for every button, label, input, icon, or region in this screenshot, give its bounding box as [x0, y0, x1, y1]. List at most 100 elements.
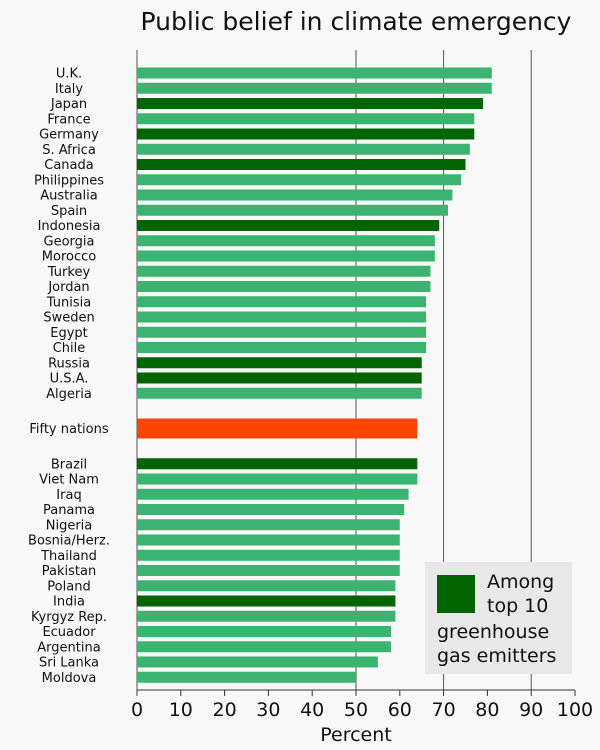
category-label: Jordan	[47, 280, 89, 295]
bar	[137, 534, 400, 546]
category-label: Nigeria	[46, 518, 93, 533]
x-tick-label: 10	[169, 699, 193, 721]
category-label: S. Africa	[42, 143, 96, 158]
category-label: U.K.	[56, 67, 82, 82]
category-label: Poland	[47, 579, 90, 594]
bar	[137, 656, 378, 668]
category-label: Canada	[44, 158, 93, 173]
bar	[137, 671, 356, 683]
bar	[137, 504, 405, 515]
category-label: Tunisia	[46, 295, 91, 310]
bar	[137, 519, 400, 531]
bar	[137, 610, 396, 622]
bar	[137, 458, 418, 470]
category-label: Japan	[50, 97, 87, 112]
x-tick-label: 100	[557, 699, 593, 721]
category-label: Panama	[43, 503, 95, 518]
bar	[137, 174, 462, 186]
bar	[137, 265, 431, 277]
category-label: France	[47, 112, 90, 127]
category-label: Ecuador	[42, 625, 96, 640]
bar	[137, 311, 427, 323]
bar	[137, 296, 427, 308]
category-label: Spain	[51, 204, 87, 219]
bar	[137, 418, 418, 439]
legend-swatch	[437, 575, 475, 613]
category-label: Thailand	[40, 549, 97, 564]
category-label: Chile	[53, 341, 86, 356]
bar	[137, 143, 470, 155]
chart-title: Public belief in climate emergency	[141, 7, 572, 36]
bar	[137, 549, 400, 561]
bar	[137, 189, 453, 201]
category-label: Kyrgyz Rep.	[31, 610, 107, 625]
bar	[137, 204, 448, 216]
category-label: Sweden	[43, 311, 94, 326]
category-label: Morocco	[42, 250, 96, 265]
category-label: Philippines	[34, 173, 104, 188]
category-label: Indonesia	[38, 219, 101, 234]
bar	[137, 580, 396, 592]
bar	[137, 235, 435, 247]
category-label: Egypt	[50, 326, 88, 341]
x-axis-ticks: 0 10 20 30 40 50 60 70 80 90 100	[131, 690, 593, 721]
bar	[137, 473, 418, 485]
bar	[137, 113, 475, 125]
bar	[137, 372, 422, 384]
category-label: Italy	[55, 82, 84, 97]
category-label: India	[53, 595, 85, 610]
x-tick-label: 30	[256, 699, 280, 721]
category-label: U.S.A.	[50, 372, 89, 387]
bar	[137, 67, 492, 79]
bar	[137, 250, 435, 262]
category-label: Pakistan	[42, 564, 96, 579]
category-label: Brazil	[51, 457, 87, 472]
bar	[137, 342, 427, 353]
category-label: Georgia	[44, 234, 95, 249]
category-label: Moldova	[42, 671, 97, 686]
legend-line-3: greenhouse	[437, 621, 549, 643]
x-tick-label: 0	[131, 699, 143, 721]
bar	[137, 281, 431, 292]
bar	[137, 626, 392, 637]
bar	[137, 641, 392, 653]
bar	[137, 128, 475, 140]
x-tick-label: 60	[388, 699, 412, 721]
legend-line-2: top 10	[487, 595, 548, 617]
bar	[137, 326, 427, 338]
category-label: Russia	[48, 356, 90, 371]
category-label: Argentina	[37, 640, 100, 655]
x-axis-label: Percent	[320, 724, 392, 746]
category-label: Algeria	[46, 387, 92, 402]
bar	[137, 159, 466, 170]
category-label: Viet Nam	[39, 473, 99, 488]
x-tick-label: 70	[432, 699, 456, 721]
category-label: Bosnia/Herz.	[28, 534, 110, 549]
legend-line-4: gas emitters	[437, 645, 556, 667]
legend: Among top 10 greenhouse gas emitters	[425, 562, 572, 674]
category-label: Australia	[40, 189, 98, 204]
bar	[137, 98, 484, 109]
bar	[137, 220, 440, 231]
category-label: Sri Lanka	[39, 656, 99, 671]
bar	[137, 595, 396, 607]
bar	[137, 357, 422, 369]
bar	[137, 488, 409, 500]
bar	[137, 565, 400, 576]
legend-line-1: Among	[487, 571, 554, 593]
x-tick-label: 90	[519, 699, 543, 721]
category-label: Iraq	[56, 488, 81, 503]
category-label: Turkey	[47, 265, 91, 280]
bars	[137, 67, 492, 683]
category-label: Germany	[39, 128, 99, 143]
x-tick-label: 80	[475, 699, 499, 721]
category-label: Fifty nations	[29, 422, 109, 437]
x-tick-label: 50	[344, 699, 368, 721]
bar	[137, 387, 422, 399]
bar	[137, 82, 492, 94]
x-tick-label: 40	[300, 699, 324, 721]
x-tick-label: 20	[213, 699, 237, 721]
